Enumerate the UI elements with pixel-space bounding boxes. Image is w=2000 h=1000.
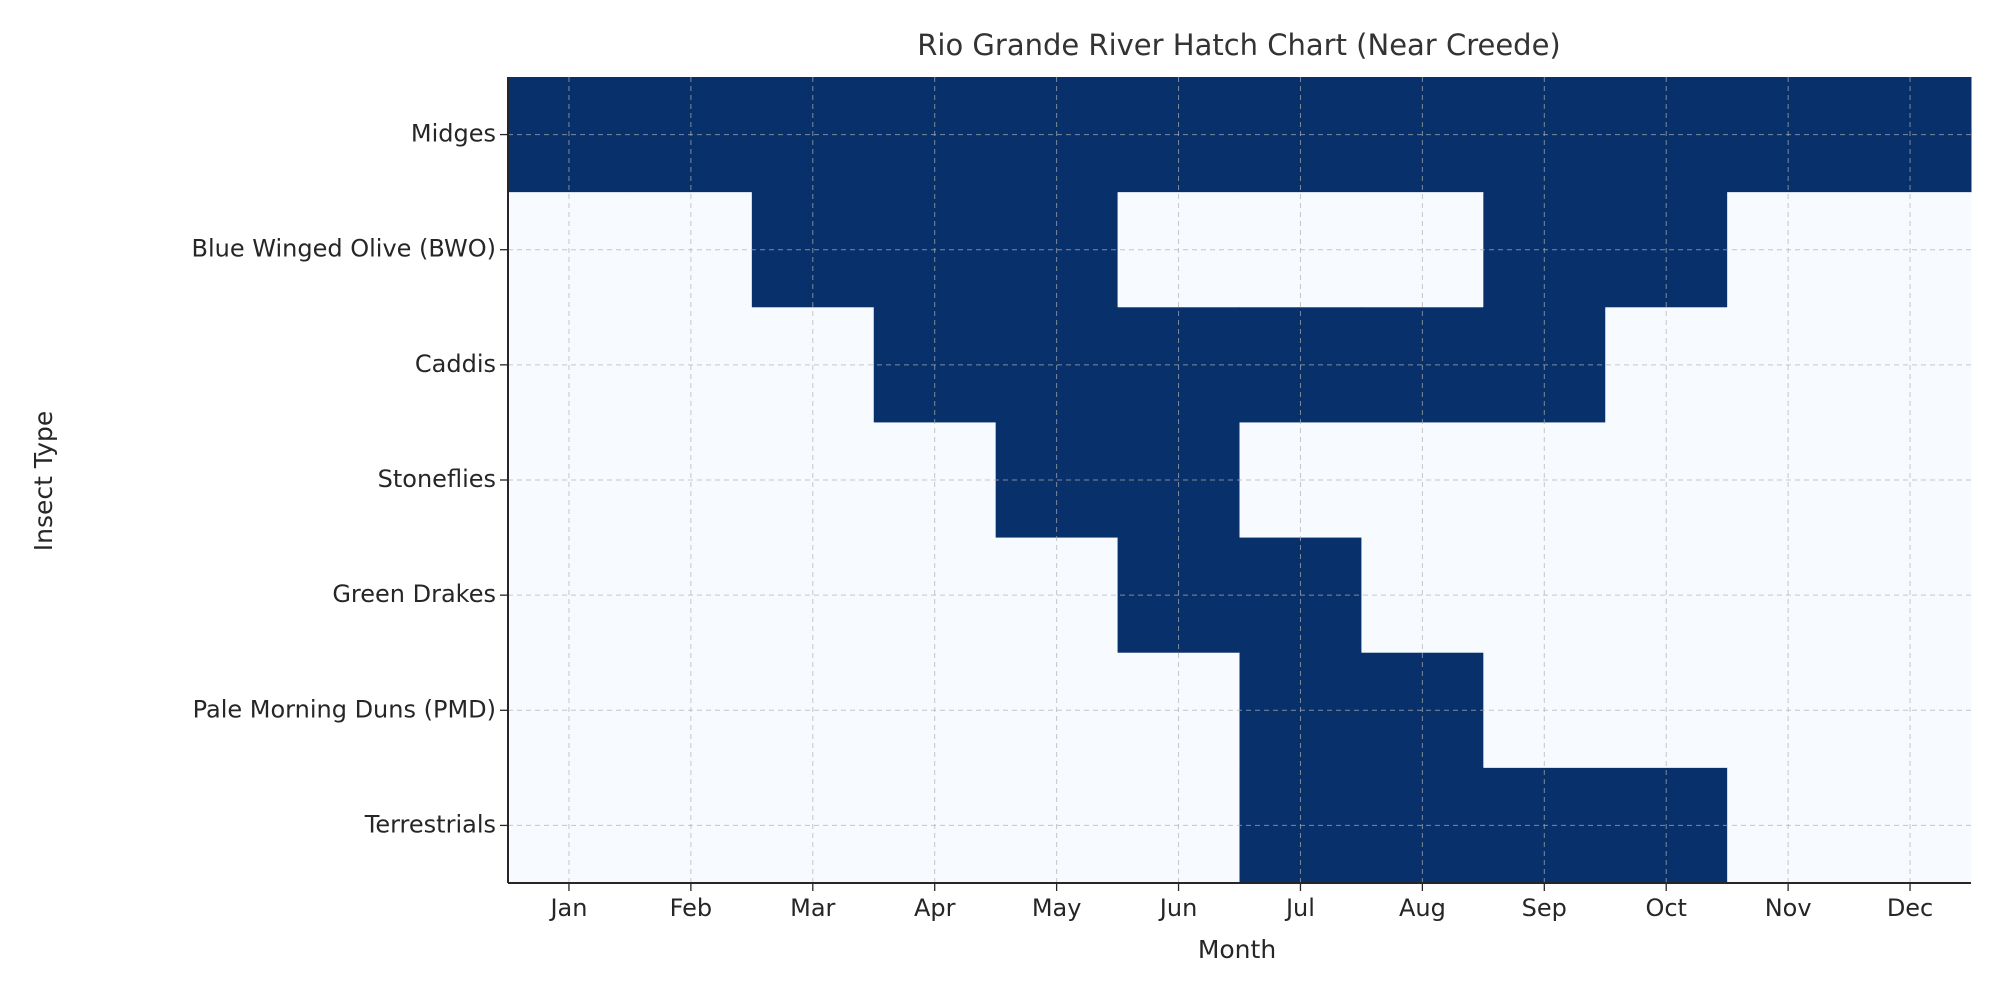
x-tick-label: Feb [670, 894, 713, 922]
x-tick-label: May [1032, 894, 1082, 922]
y-tick-label: Green Drakes [332, 580, 496, 608]
chart-title: Rio Grande River Hatch Chart (Near Creed… [917, 28, 1560, 62]
y-tick-label: Stoneflies [378, 465, 496, 493]
x-tick-label: Aug [1399, 894, 1446, 922]
x-tick-label: Jan [548, 894, 587, 922]
y-tick-label: Pale Morning Duns (PMD) [193, 695, 496, 723]
x-tick-label: Dec [1887, 894, 1933, 922]
y-tick-label: Midges [411, 120, 496, 148]
y-tick-label: Caddis [415, 350, 496, 378]
y-tick-label: Blue Winged Olive (BWO) [192, 235, 496, 263]
x-tick-label: Oct [1645, 894, 1687, 922]
x-tick-label: Sep [1522, 894, 1567, 922]
x-tick-label: Apr [914, 894, 956, 922]
x-axis-label: Month [1198, 935, 1276, 964]
x-tick-label: Jun [1158, 894, 1198, 922]
x-tick-label: Jul [1284, 894, 1315, 922]
y-tick-label: Terrestrials [364, 810, 496, 838]
y-axis-label: Insect Type [29, 411, 58, 552]
x-tick-label: Mar [790, 894, 835, 922]
x-tick-label: Nov [1765, 894, 1812, 922]
